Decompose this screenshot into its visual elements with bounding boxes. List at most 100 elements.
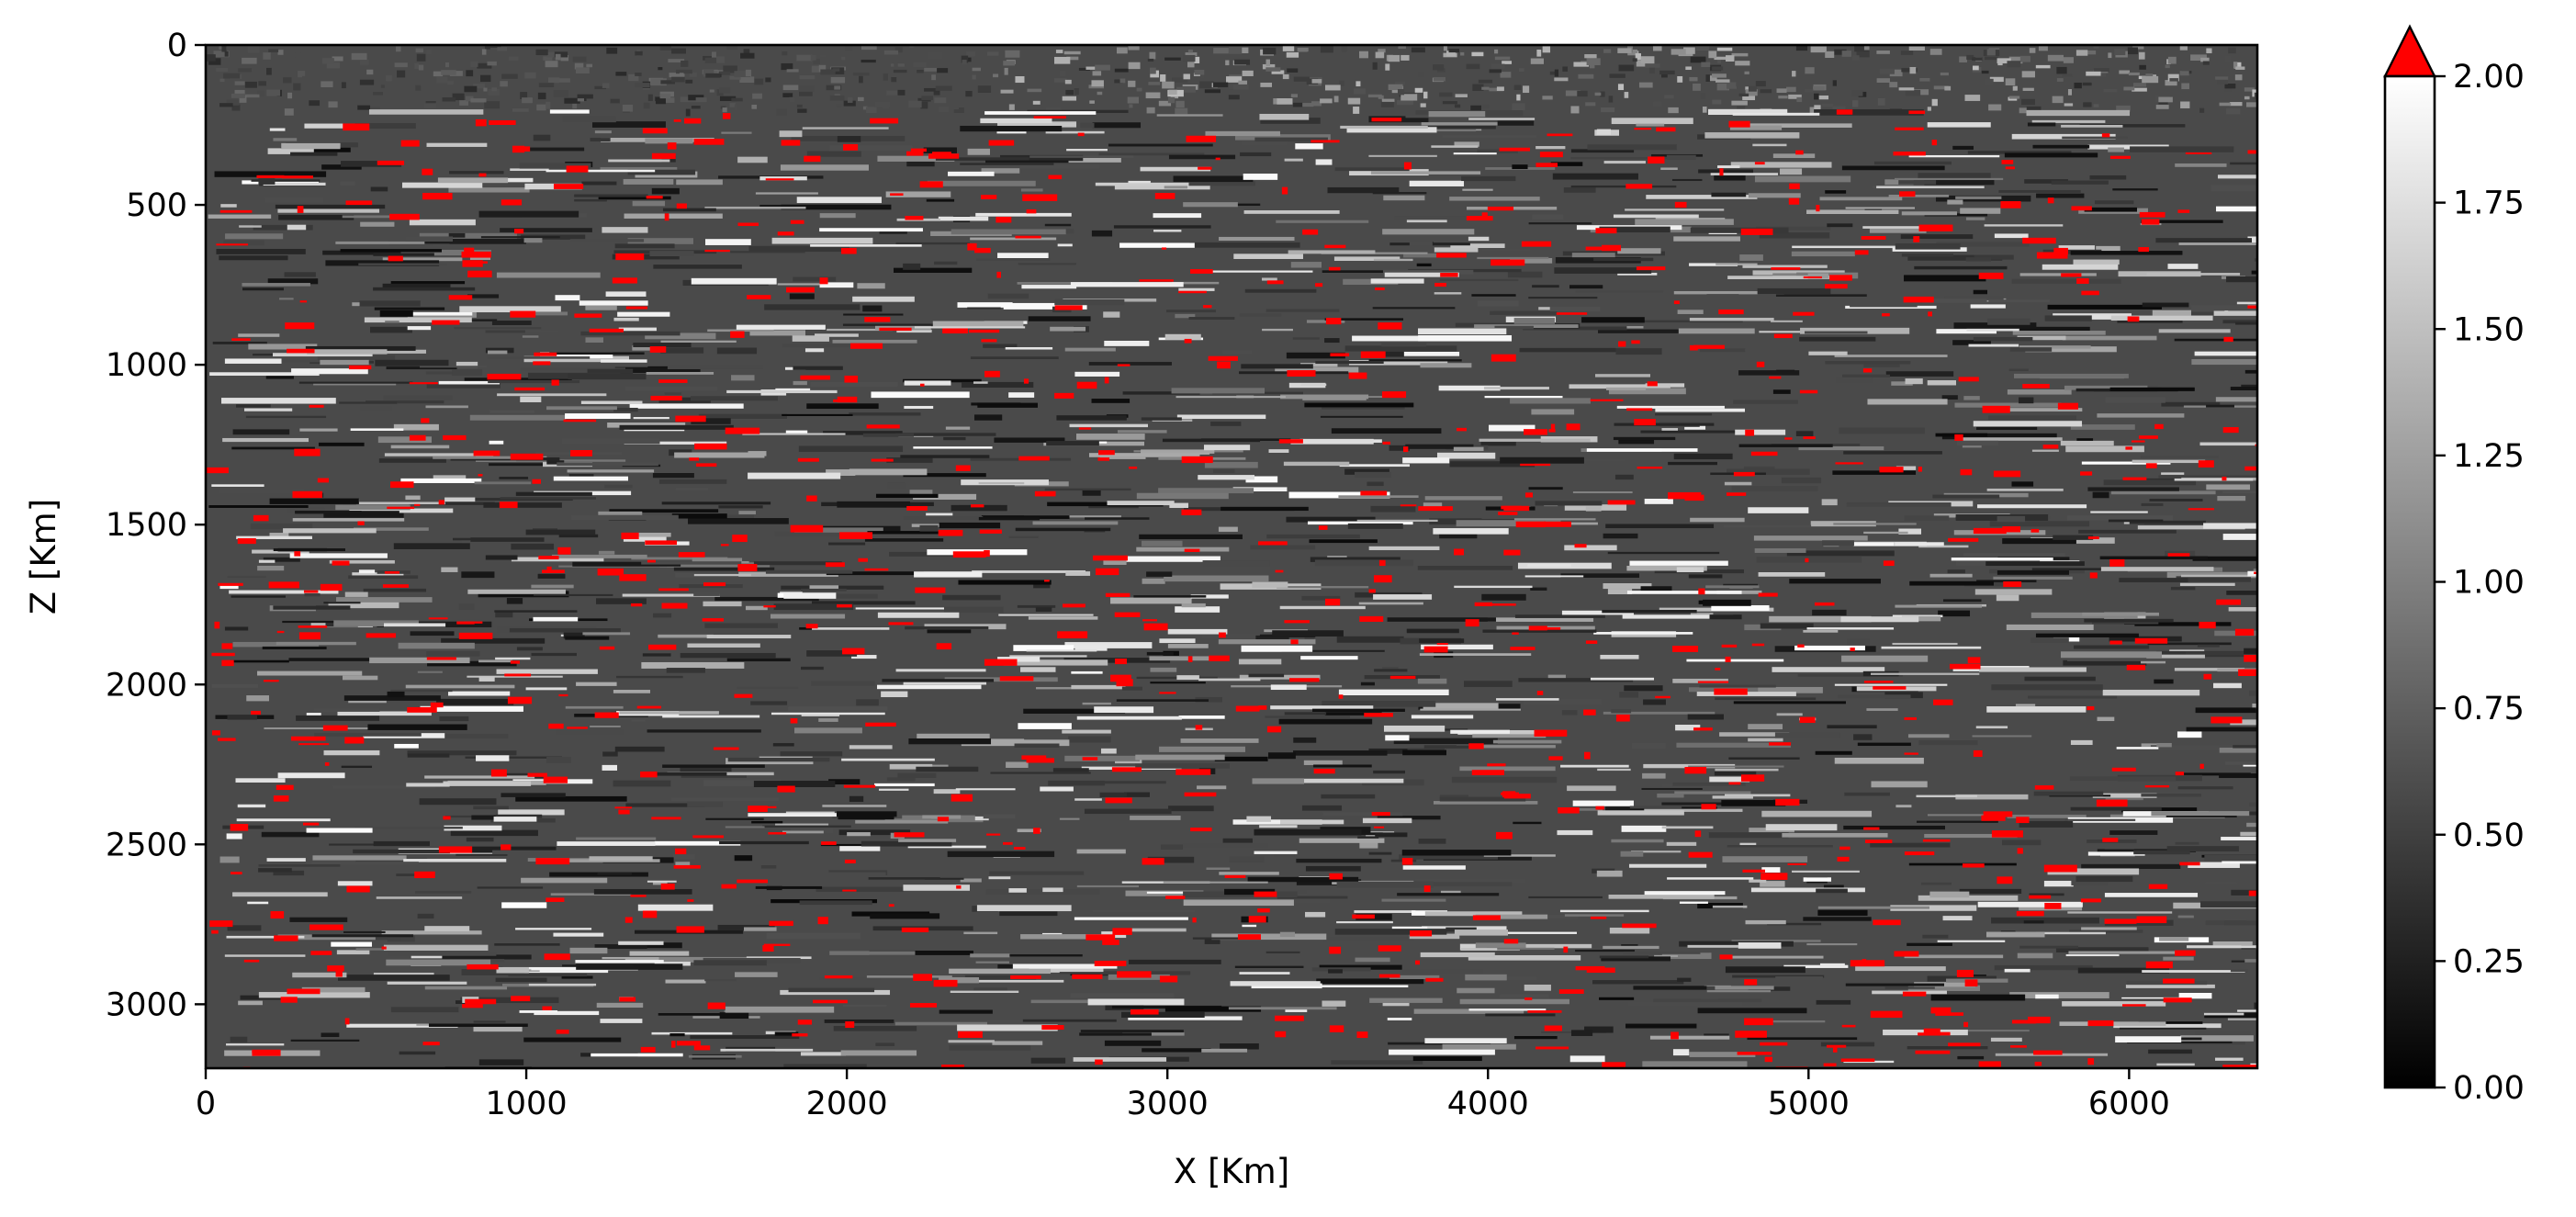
texture-streak [478,591,569,598]
texture-streak [1453,446,1484,452]
over-range-patch [1026,208,1037,214]
texture-streak [2116,747,2159,749]
texture-cell [1778,96,1788,99]
texture-streak [641,661,745,669]
texture-streak [1296,879,1362,885]
texture-streak [2231,960,2257,963]
texture-streak [1146,891,1215,894]
texture-streak [1213,468,1235,474]
texture-cell [293,83,301,91]
texture-streak [1643,320,1743,323]
texture-streak [1368,851,1392,855]
over-range-patch [551,379,559,386]
texture-streak [390,281,466,285]
texture-streak [1082,702,1111,705]
texture-cell [1640,56,1655,64]
texture-streak [1988,415,2076,421]
texture-cell [1512,103,1525,111]
texture-streak [618,941,664,945]
texture-streak [1884,986,1935,989]
over-range-patch [280,997,298,1003]
texture-streak [590,138,611,141]
texture-streak [1373,258,1413,262]
texture-streak [1576,458,1625,462]
over-range-patch [2002,525,2021,533]
texture-streak [246,695,270,702]
texture-streak [295,511,399,514]
texture-streak [1900,234,1974,240]
texture-cell [1229,46,1243,54]
texture-streak [680,652,776,659]
texture-streak [1822,540,1854,547]
texture-streak [1642,772,1666,779]
texture-streak [1653,998,1762,1003]
texture-streak [1082,490,1101,496]
over-range-patch [465,998,497,1005]
texture-streak [523,1037,622,1042]
texture-streak [1122,556,1221,562]
texture-cell [731,97,743,102]
texture-streak [1794,645,1865,651]
texture-streak [1677,310,1704,314]
texture-streak [1611,118,1693,125]
over-range-patch [730,331,745,338]
texture-cell [1003,61,1016,66]
texture-streak [1510,258,1553,264]
over-range-patch [658,588,689,592]
over-range-patch [1583,709,1596,716]
texture-cell [1381,98,1395,102]
texture-cell [1262,63,1276,70]
texture-streak [1527,564,1571,568]
over-range-patch [1882,313,1890,317]
over-range-patch [422,1042,440,1046]
texture-streak [2231,889,2257,896]
over-range-patch [366,633,397,638]
texture-streak [1786,550,1895,557]
texture-cell [213,51,230,58]
over-range-patch [913,974,932,981]
texture-cell [1394,81,1405,85]
texture-streak [353,849,450,854]
over-range-patch [1904,752,1918,755]
texture-streak [1724,481,1752,486]
texture-streak [2070,806,2162,811]
texture-streak [1117,430,1167,434]
over-range-patch [335,971,343,977]
over-range-patch [1536,691,1544,695]
texture-streak [1419,638,1465,643]
over-range-patch [2017,848,2023,854]
over-range-patch [1192,917,1197,923]
texture-streak [1516,943,1592,949]
texture-streak [597,872,632,875]
texture-streak [1328,969,1343,974]
texture-streak [1914,265,2008,270]
texture-streak [2212,941,2253,946]
over-range-patch [1130,1009,1159,1015]
over-range-patch [1102,940,1119,945]
over-range-patch [1744,1018,1773,1026]
texture-streak [2035,994,2059,999]
texture-streak [895,433,996,436]
texture-streak [653,265,742,269]
over-range-patch [1883,560,1895,567]
over-range-patch [1674,201,1687,208]
texture-streak [1603,583,1652,590]
texture-cell [1320,98,1333,104]
over-range-patch [443,816,451,820]
texture-cell [813,59,820,64]
texture-streak [2012,331,2106,335]
over-range-patch [1718,309,1744,315]
texture-cell [2123,86,2135,91]
texture-streak [1599,997,1635,1000]
texture-streak [1819,197,1903,201]
texture-streak [1146,651,1174,656]
texture-streak [508,973,588,977]
texture-streak [743,927,777,931]
texture-streak [1894,177,2004,181]
texture-streak [1616,405,1725,409]
texture-streak [2026,109,2131,117]
over-range-patch [1111,767,1142,772]
texture-cell [1436,68,1445,73]
over-range-patch [2080,898,2101,903]
over-range-patch [1760,1042,1788,1046]
